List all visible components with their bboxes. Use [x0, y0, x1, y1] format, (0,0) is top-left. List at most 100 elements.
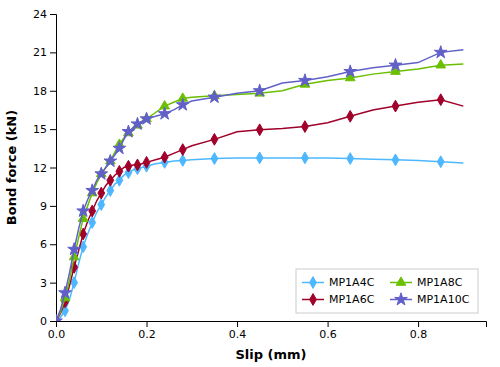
legend-marker: [310, 277, 317, 289]
tick: 0.8: [410, 321, 428, 341]
tick: 24: [33, 8, 56, 21]
marker: [302, 121, 309, 133]
marker: [392, 154, 399, 166]
tick-label: 6: [40, 238, 47, 251]
legend-marker: [396, 277, 406, 285]
series: [56, 60, 463, 321]
tick-label: 0.0: [48, 328, 66, 341]
legend: MP1A4C MP1A6C MP1A8C MP1A10C: [296, 269, 478, 313]
tick-label: 24: [33, 8, 47, 21]
marker: [253, 84, 266, 96]
marker: [299, 74, 312, 86]
marker: [302, 152, 309, 164]
axis-line: [50, 15, 57, 322]
marker: [176, 98, 189, 110]
tick-mark: [50, 206, 56, 207]
tick: 0.4: [229, 321, 247, 341]
marker: [107, 174, 114, 186]
tick-mark: [50, 52, 56, 53]
legend-frame: [296, 269, 478, 313]
marker: [143, 156, 150, 168]
tick: 12: [33, 162, 56, 175]
tick-label: 12: [33, 162, 47, 175]
tick-mark: [237, 321, 238, 327]
marker: [134, 159, 141, 171]
marker: [158, 107, 171, 119]
legend-label: MP1A4C: [329, 276, 375, 289]
tick-mark: [50, 14, 56, 15]
legend-item: MP1A8C: [390, 276, 463, 289]
tick-label: 9: [40, 200, 47, 213]
marker: [437, 94, 444, 106]
marker: [125, 160, 132, 172]
marker: [256, 124, 263, 136]
tick: 0.6: [319, 321, 337, 341]
marker: [98, 199, 105, 211]
tick-mark: [50, 168, 56, 169]
marker: [122, 125, 135, 137]
series-group: [56, 46, 463, 321]
plot: 0.00.20.40.60.803691215182124MP1A4CMP1A6…: [33, 8, 487, 341]
marker: [116, 165, 123, 177]
marker: [59, 286, 72, 298]
tick: 21: [33, 46, 56, 59]
marker: [347, 153, 354, 165]
marker: [434, 46, 447, 58]
x-axis: 0.0 0.2 0.4 0.6 0.8: [48, 321, 487, 341]
marker: [140, 112, 153, 124]
marker: [211, 153, 218, 165]
marker: [437, 156, 444, 168]
marker: [389, 58, 402, 70]
legend-marker: [310, 294, 317, 306]
tick-mark: [418, 321, 419, 327]
tick: 0.0: [48, 321, 66, 341]
marker: [208, 90, 221, 102]
legend-label: MP1A8C: [417, 276, 463, 289]
chart: 0.00.20.40.60.803691215182124MP1A4CMP1A6…: [0, 0, 500, 367]
tick-label: 3: [40, 277, 47, 290]
line: [56, 64, 463, 321]
marker: [56, 314, 62, 321]
series: [56, 46, 463, 321]
marker: [161, 151, 168, 163]
marker: [256, 152, 263, 164]
tick-mark: [147, 321, 148, 327]
tick: 15: [33, 123, 56, 136]
legend-label: MP1A10C: [417, 293, 470, 306]
y-axis-title: Bond force (kN): [4, 110, 19, 225]
marker: [211, 133, 218, 145]
tick-label: 0.8: [410, 328, 428, 341]
marker: [89, 205, 96, 217]
line: [56, 158, 463, 321]
legend-item: MP1A6C: [302, 293, 375, 306]
tick-mark: [50, 129, 56, 130]
tick-mark: [50, 283, 56, 284]
x-axis-title: Slip (mm): [235, 347, 306, 362]
marker: [86, 184, 99, 196]
marker: [347, 110, 354, 122]
marker: [436, 60, 446, 68]
tick: 0: [40, 315, 56, 328]
tick-label: 0: [40, 315, 47, 328]
marker: [113, 142, 126, 154]
marker: [68, 243, 81, 255]
legend-marker: [395, 293, 408, 305]
tick-mark: [328, 321, 329, 327]
marker: [95, 167, 108, 179]
marker: [89, 217, 96, 229]
legend-item: MP1A4C: [302, 276, 375, 289]
tick-mark: [50, 321, 56, 322]
marker: [131, 117, 144, 129]
tick: 0.2: [138, 321, 156, 341]
marker: [392, 100, 399, 112]
marker: [98, 187, 105, 199]
legend-label: MP1A6C: [329, 293, 375, 306]
tick-label: 0.4: [229, 328, 247, 341]
marker: [104, 154, 117, 166]
line: [56, 50, 463, 321]
tick-mark: [50, 244, 56, 245]
marker: [344, 65, 357, 77]
tick-mark: [50, 91, 56, 92]
marker: [179, 144, 186, 156]
tick-label: 15: [33, 123, 47, 136]
